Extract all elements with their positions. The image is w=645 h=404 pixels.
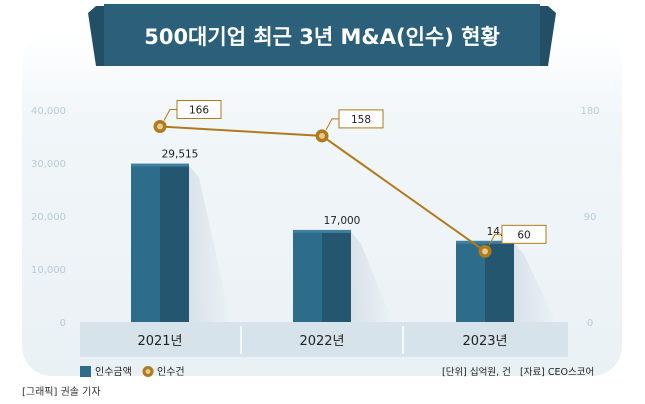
- y-left-tick-label: 30,000: [31, 159, 66, 170]
- y-right-tick-label: 90: [584, 212, 597, 223]
- unit-note: [단위] 십억원, 건: [442, 366, 511, 378]
- category-labels: 2021년 2022년 2023년: [137, 334, 507, 349]
- chart-title: 500대기업 최근 3년 M&A(인수) 현황: [144, 25, 500, 49]
- line-value-label: 60: [517, 229, 530, 241]
- bar-value-label: 29,515: [162, 149, 199, 161]
- bar-shadow: [351, 231, 393, 322]
- legend: 인수금액 인수건: [80, 366, 185, 378]
- bar-shadow: [189, 165, 231, 322]
- legend-label-line: 인수건: [157, 366, 185, 378]
- source-note: [자료] CEO스코어: [520, 367, 594, 378]
- bar-cap: [293, 229, 351, 233]
- y-right-tick-label: 180: [580, 106, 599, 117]
- title-banner: 500대기업 최근 3년 M&A(인수) 현황: [88, 4, 556, 66]
- line-point-inner: [157, 123, 163, 130]
- y-left-tick-label: 10,000: [31, 265, 66, 276]
- y-right-tick-label: 0: [587, 318, 593, 329]
- category-label: 2021년: [137, 334, 182, 349]
- bar-value-label: 17,000: [324, 215, 361, 227]
- legend-swatch-bar: [80, 366, 91, 377]
- category-dividers: [240, 326, 404, 354]
- line-value-label: 166: [189, 104, 209, 116]
- bar-cap: [456, 240, 514, 244]
- category-band: [80, 322, 568, 357]
- bar: [456, 242, 485, 322]
- category-label: 2023년: [462, 334, 507, 349]
- bar-shadow: [514, 242, 556, 322]
- line-value-label: 158: [351, 114, 371, 126]
- y-left-tick-label: 0: [60, 318, 66, 329]
- legend-marker-line-inner: [145, 369, 151, 374]
- y-axis-left: 0 10,000 20,000 30,000 40,000: [31, 106, 66, 329]
- bar-cap: [131, 163, 189, 167]
- line-point-inner: [319, 132, 325, 139]
- y-left-tick-label: 20,000: [31, 212, 66, 223]
- graphic-credit: [그래픽] 권솔 기자: [22, 387, 101, 398]
- callout-leader: [163, 108, 177, 121]
- line-point-inner: [482, 248, 488, 255]
- y-axis-right: 0 90 180: [580, 106, 599, 329]
- legend-label-bar: 인수금액: [95, 366, 132, 378]
- callout-box: [338, 109, 384, 129]
- bar: [131, 165, 160, 322]
- y-left-tick-label: 40,000: [31, 106, 66, 117]
- bar-side: [322, 231, 351, 322]
- callout-box: [176, 99, 222, 119]
- callout-leader: [325, 118, 339, 131]
- bar: [293, 231, 322, 322]
- callout-leader: [488, 233, 502, 246]
- bar-side: [160, 165, 189, 322]
- callout-box: [501, 224, 547, 244]
- line-series: 166 158 60: [153, 99, 547, 258]
- category-label: 2022년: [299, 334, 344, 349]
- bar-side: [485, 242, 514, 322]
